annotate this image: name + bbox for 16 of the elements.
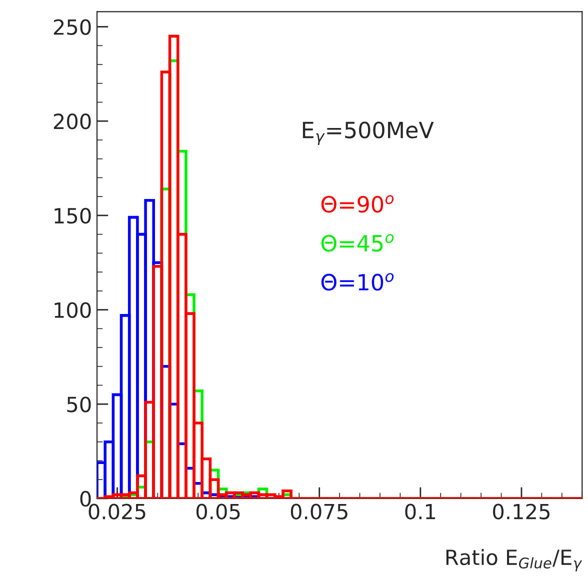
x-tick-label: 0.125 [493,504,550,520]
x-tick-label: 0.1 [405,504,436,520]
x-tick-label: 0.025 [88,504,146,520]
x-axis-title: Ratio E$_{Glue}$/E$_{γ}$ [446,549,582,572]
y-tick-label: 200 [54,114,91,130]
x-tick-label: 0.05 [196,504,240,520]
text: Θ=10$^{o}$ [321,273,394,291]
x-tick-label: 0.075 [290,504,348,520]
y-tick-label: 0 [80,490,91,507]
text: Θ=90$^{o}$ [321,195,394,213]
y-tick-label: 150 [54,208,91,224]
y-tick-label: 50 [67,396,91,412]
annotation: E$_{γ}$=500MeV [302,122,434,145]
y-tick-label: 250 [54,19,91,35]
text: Θ=45$^{o}$ [321,234,394,252]
y-tick-label: 100 [54,302,91,318]
